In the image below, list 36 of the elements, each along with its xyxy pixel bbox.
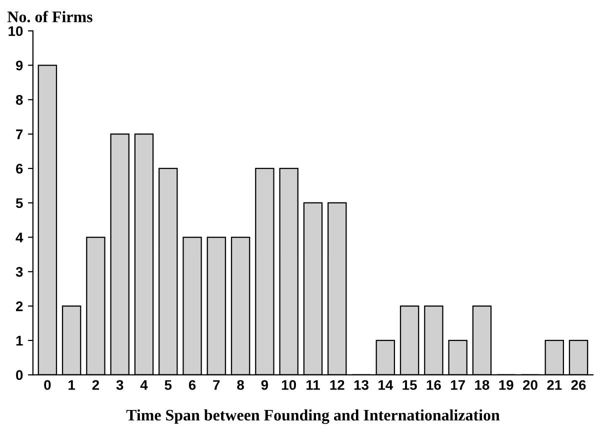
x-tick-label: 10	[282, 380, 296, 390]
y-tick-label: 10	[8, 26, 23, 36]
x-tick-label: 19	[499, 380, 514, 390]
y-tick-label: 9	[16, 60, 23, 70]
x-tick-label: 20	[523, 380, 538, 390]
x-tick-label: 16	[426, 380, 441, 390]
x-tick-label: 1	[68, 380, 76, 390]
x-tick-label: 8	[237, 380, 244, 390]
x-axis-title: Time Span between Founding and Internationalization	[126, 409, 500, 424]
x-tick-label: 17	[450, 380, 465, 390]
y-axis-title: No. of Firms	[7, 10, 92, 22]
x-tick-label: 0	[44, 380, 51, 390]
y-tick-label: 5	[16, 198, 23, 208]
x-tick-label: 5	[164, 380, 172, 390]
y-tick-label: 2	[16, 301, 23, 312]
y-tick-label: 7	[16, 130, 23, 140]
x-tick-label: 6	[188, 380, 196, 390]
x-tick-label: 4	[140, 380, 148, 390]
y-tick-label: 0	[16, 370, 23, 380]
x-tick-label: 2	[92, 380, 100, 390]
x-tick-label: 21	[547, 380, 562, 390]
x-tick-label: 9	[261, 380, 268, 390]
x-tick-label: 14	[378, 380, 394, 390]
y-tick-label: 1	[16, 336, 23, 346]
x-tick-label: 13	[354, 380, 368, 390]
y-tick-label: 8	[16, 95, 23, 105]
y-tick-label: 6	[16, 164, 23, 174]
x-tick-label: 26	[571, 380, 586, 390]
x-tick-label: 11	[306, 380, 320, 390]
y-tick-label: 4	[16, 232, 24, 242]
x-tick-label: 12	[330, 380, 344, 390]
x-tick-label: 15	[402, 380, 417, 390]
x-tick-label: 18	[475, 380, 490, 390]
x-tick-label: 7	[213, 380, 220, 390]
x-tick-label: 3	[116, 380, 124, 390]
y-tick-label: 3	[16, 266, 23, 277]
